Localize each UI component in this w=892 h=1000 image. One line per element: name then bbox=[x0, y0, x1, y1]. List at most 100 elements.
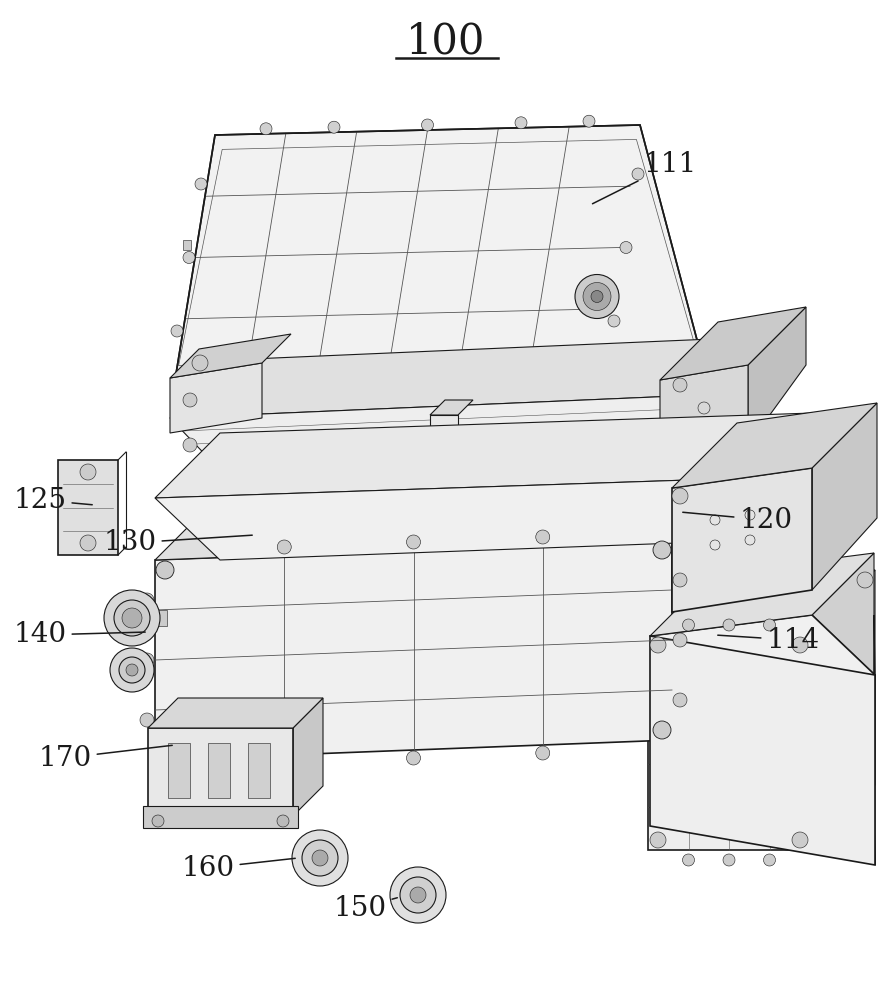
Text: 150: 150 bbox=[334, 894, 397, 922]
Text: 130: 130 bbox=[103, 530, 252, 556]
Circle shape bbox=[277, 756, 292, 770]
Circle shape bbox=[110, 648, 154, 692]
Circle shape bbox=[672, 488, 688, 504]
Circle shape bbox=[80, 464, 96, 480]
Circle shape bbox=[183, 438, 197, 452]
Text: 114: 114 bbox=[718, 626, 820, 654]
Polygon shape bbox=[170, 395, 748, 470]
Polygon shape bbox=[648, 635, 810, 850]
Circle shape bbox=[114, 600, 150, 636]
Circle shape bbox=[764, 619, 775, 631]
Polygon shape bbox=[748, 413, 813, 538]
Bar bbox=[183, 240, 191, 250]
Polygon shape bbox=[170, 334, 291, 378]
Polygon shape bbox=[175, 125, 705, 380]
Circle shape bbox=[792, 832, 808, 848]
Text: 125: 125 bbox=[13, 487, 92, 514]
Circle shape bbox=[583, 282, 611, 310]
Circle shape bbox=[608, 315, 620, 327]
Circle shape bbox=[591, 290, 603, 302]
Circle shape bbox=[536, 746, 549, 760]
Circle shape bbox=[156, 561, 174, 579]
Text: 100: 100 bbox=[407, 21, 485, 63]
Circle shape bbox=[140, 713, 154, 727]
Text: 111: 111 bbox=[592, 151, 697, 204]
Circle shape bbox=[620, 241, 632, 253]
Circle shape bbox=[673, 443, 687, 457]
Circle shape bbox=[192, 355, 208, 371]
Circle shape bbox=[390, 867, 446, 923]
Polygon shape bbox=[672, 475, 737, 740]
Circle shape bbox=[515, 117, 527, 129]
Circle shape bbox=[407, 535, 420, 549]
Polygon shape bbox=[155, 540, 672, 760]
Circle shape bbox=[260, 123, 272, 135]
Circle shape bbox=[407, 751, 420, 765]
Polygon shape bbox=[170, 337, 758, 418]
Polygon shape bbox=[148, 728, 293, 816]
Bar bbox=[208, 743, 230, 798]
Circle shape bbox=[583, 115, 595, 127]
Circle shape bbox=[292, 830, 348, 886]
Polygon shape bbox=[672, 403, 877, 488]
Polygon shape bbox=[650, 636, 875, 865]
Polygon shape bbox=[812, 403, 877, 590]
Circle shape bbox=[277, 815, 289, 827]
Circle shape bbox=[140, 653, 154, 667]
Bar bbox=[248, 743, 270, 798]
Circle shape bbox=[673, 693, 687, 707]
Text: 140: 140 bbox=[13, 621, 145, 648]
Circle shape bbox=[673, 378, 687, 392]
Circle shape bbox=[119, 657, 145, 683]
Circle shape bbox=[723, 619, 735, 631]
Circle shape bbox=[410, 887, 426, 903]
Polygon shape bbox=[430, 400, 473, 415]
Circle shape bbox=[673, 573, 687, 587]
Polygon shape bbox=[148, 698, 323, 728]
Circle shape bbox=[126, 664, 138, 676]
Circle shape bbox=[764, 854, 775, 866]
Circle shape bbox=[653, 721, 671, 739]
Circle shape bbox=[195, 178, 207, 190]
Circle shape bbox=[183, 251, 195, 263]
Circle shape bbox=[857, 572, 873, 588]
Circle shape bbox=[104, 590, 160, 646]
Circle shape bbox=[682, 619, 695, 631]
Polygon shape bbox=[672, 468, 812, 612]
Polygon shape bbox=[650, 553, 874, 636]
Text: 160: 160 bbox=[181, 854, 295, 882]
Circle shape bbox=[400, 877, 436, 913]
Circle shape bbox=[723, 854, 735, 866]
Circle shape bbox=[543, 370, 555, 382]
Polygon shape bbox=[650, 615, 875, 698]
Circle shape bbox=[382, 374, 393, 386]
Circle shape bbox=[171, 325, 183, 337]
Polygon shape bbox=[58, 460, 118, 555]
Circle shape bbox=[422, 119, 434, 131]
Bar bbox=[430, 415, 458, 453]
Circle shape bbox=[792, 637, 808, 653]
Polygon shape bbox=[660, 365, 748, 462]
Polygon shape bbox=[874, 615, 875, 865]
Circle shape bbox=[183, 393, 197, 407]
Polygon shape bbox=[648, 570, 875, 635]
Circle shape bbox=[575, 274, 619, 318]
Polygon shape bbox=[155, 475, 737, 560]
Polygon shape bbox=[155, 478, 812, 560]
Circle shape bbox=[277, 540, 292, 554]
Circle shape bbox=[302, 840, 338, 876]
Polygon shape bbox=[748, 307, 806, 445]
Circle shape bbox=[122, 608, 142, 628]
Bar bbox=[127, 610, 167, 626]
Circle shape bbox=[312, 850, 328, 866]
Bar bbox=[168, 743, 190, 798]
Circle shape bbox=[475, 372, 487, 384]
Polygon shape bbox=[155, 413, 813, 498]
Circle shape bbox=[673, 633, 687, 647]
Circle shape bbox=[650, 832, 666, 848]
Circle shape bbox=[220, 378, 232, 390]
Circle shape bbox=[632, 168, 644, 180]
Polygon shape bbox=[660, 307, 806, 380]
Circle shape bbox=[536, 530, 549, 544]
Text: 120: 120 bbox=[682, 506, 793, 534]
